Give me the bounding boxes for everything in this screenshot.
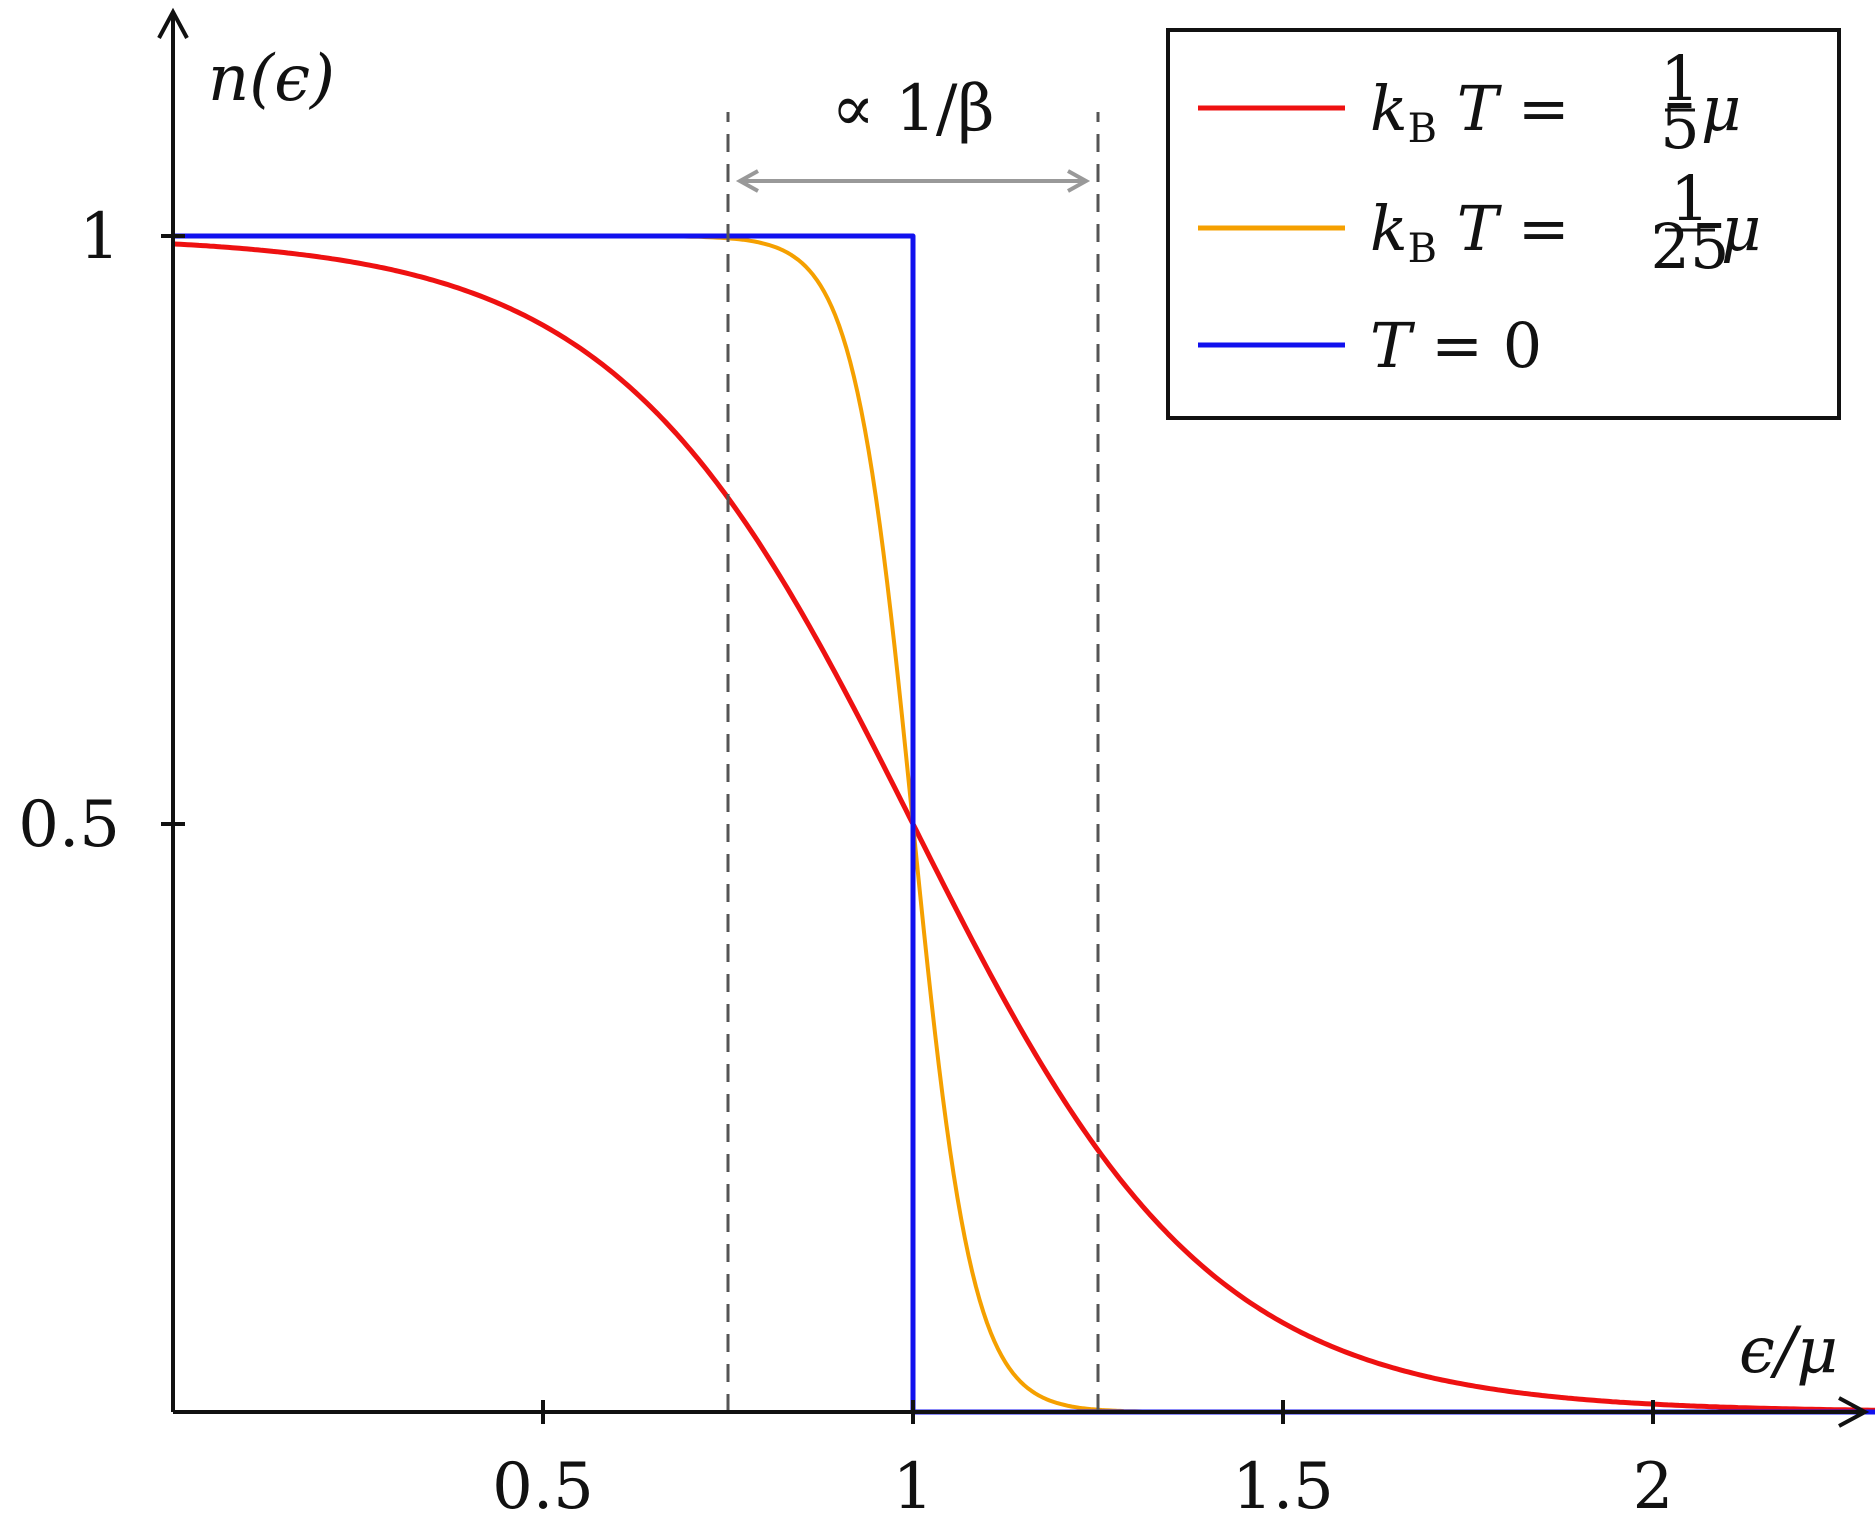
y-tick-label: 0.5 (18, 788, 120, 862)
legend-mu: μ (1721, 192, 1761, 265)
y-axis-label: n(ϵ) (208, 42, 335, 116)
width-annotation: ∝ 1/β (726, 72, 1100, 1412)
legend-fraction-numerator: 1 (1660, 42, 1699, 115)
legend-mu: μ (1701, 72, 1741, 145)
x-tick-label: 0.5 (492, 1450, 594, 1521)
axes: ϵ/μ n(ϵ) (157, 7, 1870, 1428)
x-tick-label: 1.5 (1232, 1450, 1334, 1521)
width-arrow-right-head (1067, 169, 1091, 193)
x-tick-label: 1 (893, 1450, 934, 1521)
width-arrow-left-head (735, 169, 759, 193)
legend-label: kB T = (1370, 192, 1570, 272)
legend-fraction-denominator: 5 (1660, 90, 1699, 163)
legend-label: T = 0 (1370, 309, 1542, 382)
legend-fraction-numerator: 1 (1670, 162, 1709, 235)
y-axis-arrowhead (157, 7, 189, 39)
legend-label: kB T = (1370, 72, 1570, 152)
legend-box (1166, 28, 1841, 420)
width-annotation-label: ∝ 1/β (832, 72, 995, 146)
legend-fraction-denominator: 25 (1651, 210, 1730, 283)
x-axis-arrowhead (1838, 1396, 1870, 1428)
x-axis-label: ϵ/μ (1739, 1314, 1838, 1388)
series-line-kt-one-fifth (172, 241, 1875, 1413)
ticks: 0.5 1 1.5 2 1 0.5 (18, 200, 1673, 1521)
y-tick-label: 1 (79, 200, 120, 274)
x-tick-label: 2 (1633, 1450, 1674, 1521)
